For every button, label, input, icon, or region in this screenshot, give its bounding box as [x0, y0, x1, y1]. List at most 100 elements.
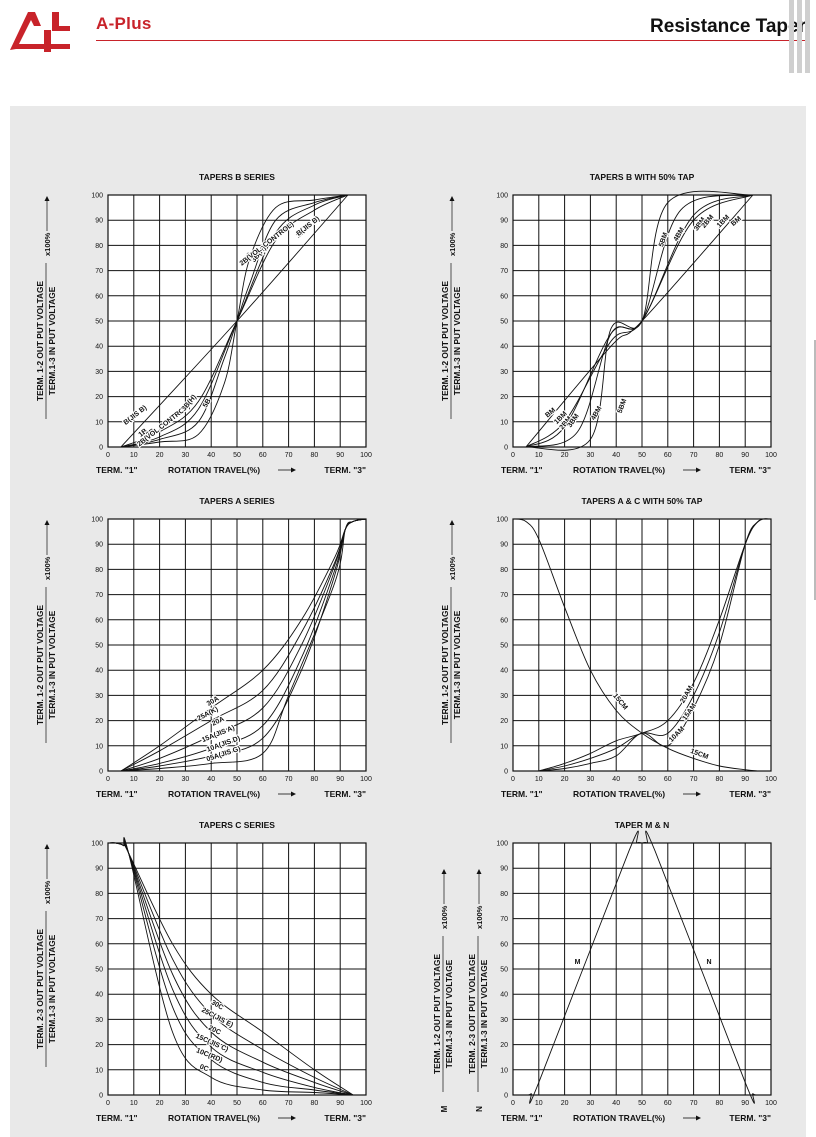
curve-label: M — [575, 959, 581, 966]
x-tick-label: 20 — [561, 1100, 569, 1107]
term1-label: TERM. "1" — [96, 1113, 138, 1123]
y-axis-label: TERM. 1-2 OUT PUT VOLTAGE TERM.1-3 IN PUT… — [35, 520, 57, 743]
y-tick-label: 60 — [95, 617, 103, 624]
term3-label: TERM. "3" — [324, 465, 366, 475]
series-line-5bm — [525, 190, 753, 451]
x-arrow-head — [696, 1115, 701, 1121]
y-label-unit: x100% — [448, 556, 457, 580]
a-plus-logo — [10, 12, 70, 52]
y-tick-label: 10 — [500, 743, 508, 750]
chart-6: TAPER M & N 0 10 20 30 40 50 60 70 80 90 100 0 10 20 30… — [432, 820, 777, 1123]
brand-name: A-Plus — [96, 14, 152, 33]
y-tick-label: 80 — [500, 243, 508, 250]
x-tick-label: 20 — [156, 776, 164, 783]
y-tick-label: 30 — [500, 1017, 508, 1024]
term1-label: TERM. "1" — [501, 465, 543, 475]
decor-bar — [797, 0, 802, 73]
x-tick-label: 100 — [765, 776, 777, 783]
y-tick-label: 10 — [95, 419, 103, 426]
x-axis-label: ROTATION TRAVEL(%) — [168, 1113, 260, 1123]
x-tick-label: 30 — [587, 1100, 595, 1107]
y-label-numerator: TERM. 2-3 OUT PUT VOLTAGE — [35, 929, 45, 1049]
y-tick-label: 70 — [95, 592, 103, 599]
y-tick-label: 70 — [95, 268, 103, 275]
y-label-unit: x100% — [43, 232, 52, 256]
y-tick-label: 80 — [500, 891, 508, 898]
y-tick-label: 40 — [95, 992, 103, 999]
y-tick-label: 90 — [95, 866, 103, 873]
decor-bar — [805, 0, 810, 73]
x-tick-label: 0 — [511, 452, 515, 459]
series-line-n — [641, 830, 759, 1104]
y-label-numerator: TERM. 1-2 OUT PUT VOLTAGE — [440, 281, 450, 401]
y-arrow-head — [449, 520, 455, 525]
x-arrow-head — [696, 467, 701, 473]
x-tick-label: 50 — [638, 776, 646, 783]
y-tick-label: 10 — [500, 419, 508, 426]
y-label-unit: x100% — [43, 556, 52, 580]
y-label-prefix: M — [440, 1105, 449, 1112]
x-tick-label: 20 — [156, 1100, 164, 1107]
y-tick-label: 80 — [95, 891, 103, 898]
y-tick-label: 20 — [500, 394, 508, 401]
y-tick-label: 60 — [500, 617, 508, 624]
x-arrow-head — [291, 467, 296, 473]
x-tick-label: 90 — [336, 776, 344, 783]
chart-title: TAPERS B SERIES — [199, 172, 275, 182]
y-tick-label: 100 — [91, 193, 103, 200]
x-tick-label: 100 — [765, 452, 777, 459]
y-tick-label: 0 — [504, 769, 508, 776]
y-label-numerator: TERM. 1-2 OUT PUT VOLTAGE — [35, 281, 45, 401]
x-tick-label: 50 — [233, 1100, 241, 1107]
decor-bar — [789, 0, 794, 73]
y-tick-label: 0 — [99, 1093, 103, 1100]
x-tick-label: 30 — [587, 452, 595, 459]
x-tick-label: 30 — [182, 452, 190, 459]
x-tick-label: 60 — [259, 776, 267, 783]
y-label-denominator: TERM.1-3 IN PUT VOLTAGE — [47, 934, 57, 1043]
y-tick-label: 0 — [99, 769, 103, 776]
y-tick-label: 30 — [95, 369, 103, 376]
y-tick-label: 20 — [95, 718, 103, 725]
y-tick-label: 70 — [95, 916, 103, 923]
header-rule — [96, 40, 806, 41]
page-title: Resistance Taper — [650, 16, 806, 37]
term3-label: TERM. "3" — [729, 1113, 771, 1123]
y-tick-label: 50 — [95, 967, 103, 974]
y-arrow-head — [449, 196, 455, 201]
y-label-unit: x100% — [43, 880, 52, 904]
y-tick-label: 100 — [91, 517, 103, 524]
series-line-1bm — [525, 194, 754, 448]
x-tick-label: 20 — [561, 452, 569, 459]
x-tick-label: 80 — [716, 1100, 724, 1107]
y-tick-label: 10 — [500, 1067, 508, 1074]
x-tick-label: 0 — [106, 1100, 110, 1107]
x-tick-label: 100 — [360, 452, 372, 459]
y-axis-label: TERM. 1-2 OUT PUT VOLTAGE TERM.1-3 IN PUT… — [432, 869, 454, 1112]
x-tick-label: 80 — [311, 1100, 319, 1107]
x-tick-label: 60 — [664, 1100, 672, 1107]
x-tick-label: 60 — [664, 452, 672, 459]
y-arrow-head — [44, 520, 50, 525]
x-tick-label: 100 — [360, 1100, 372, 1107]
x-axis-label: ROTATION TRAVEL(%) — [573, 465, 665, 475]
x-tick-label: 100 — [360, 776, 372, 783]
series-line-4bm — [525, 194, 753, 448]
x-tick-label: 70 — [690, 776, 698, 783]
x-tick-label: 10 — [535, 776, 543, 783]
y-arrow-head — [44, 844, 50, 849]
y-tick-label: 40 — [500, 344, 508, 351]
chart-title: TAPERS A SERIES — [199, 496, 275, 506]
x-tick-label: 40 — [612, 776, 620, 783]
x-tick-label: 10 — [535, 1100, 543, 1107]
term3-label: TERM. "3" — [729, 465, 771, 475]
x-arrow-head — [696, 791, 701, 797]
series-line-0c — [107, 837, 354, 1096]
y-arrow-head — [441, 869, 447, 874]
y-tick-label: 0 — [504, 445, 508, 452]
series-line-m — [525, 830, 643, 1104]
y-axis-label: TERM. 1-2 OUT PUT VOLTAGE TERM.1-3 IN PUT… — [440, 520, 462, 743]
x-tick-label: 10 — [535, 452, 543, 459]
y-tick-label: 40 — [95, 344, 103, 351]
x-tick-label: 30 — [182, 1100, 190, 1107]
